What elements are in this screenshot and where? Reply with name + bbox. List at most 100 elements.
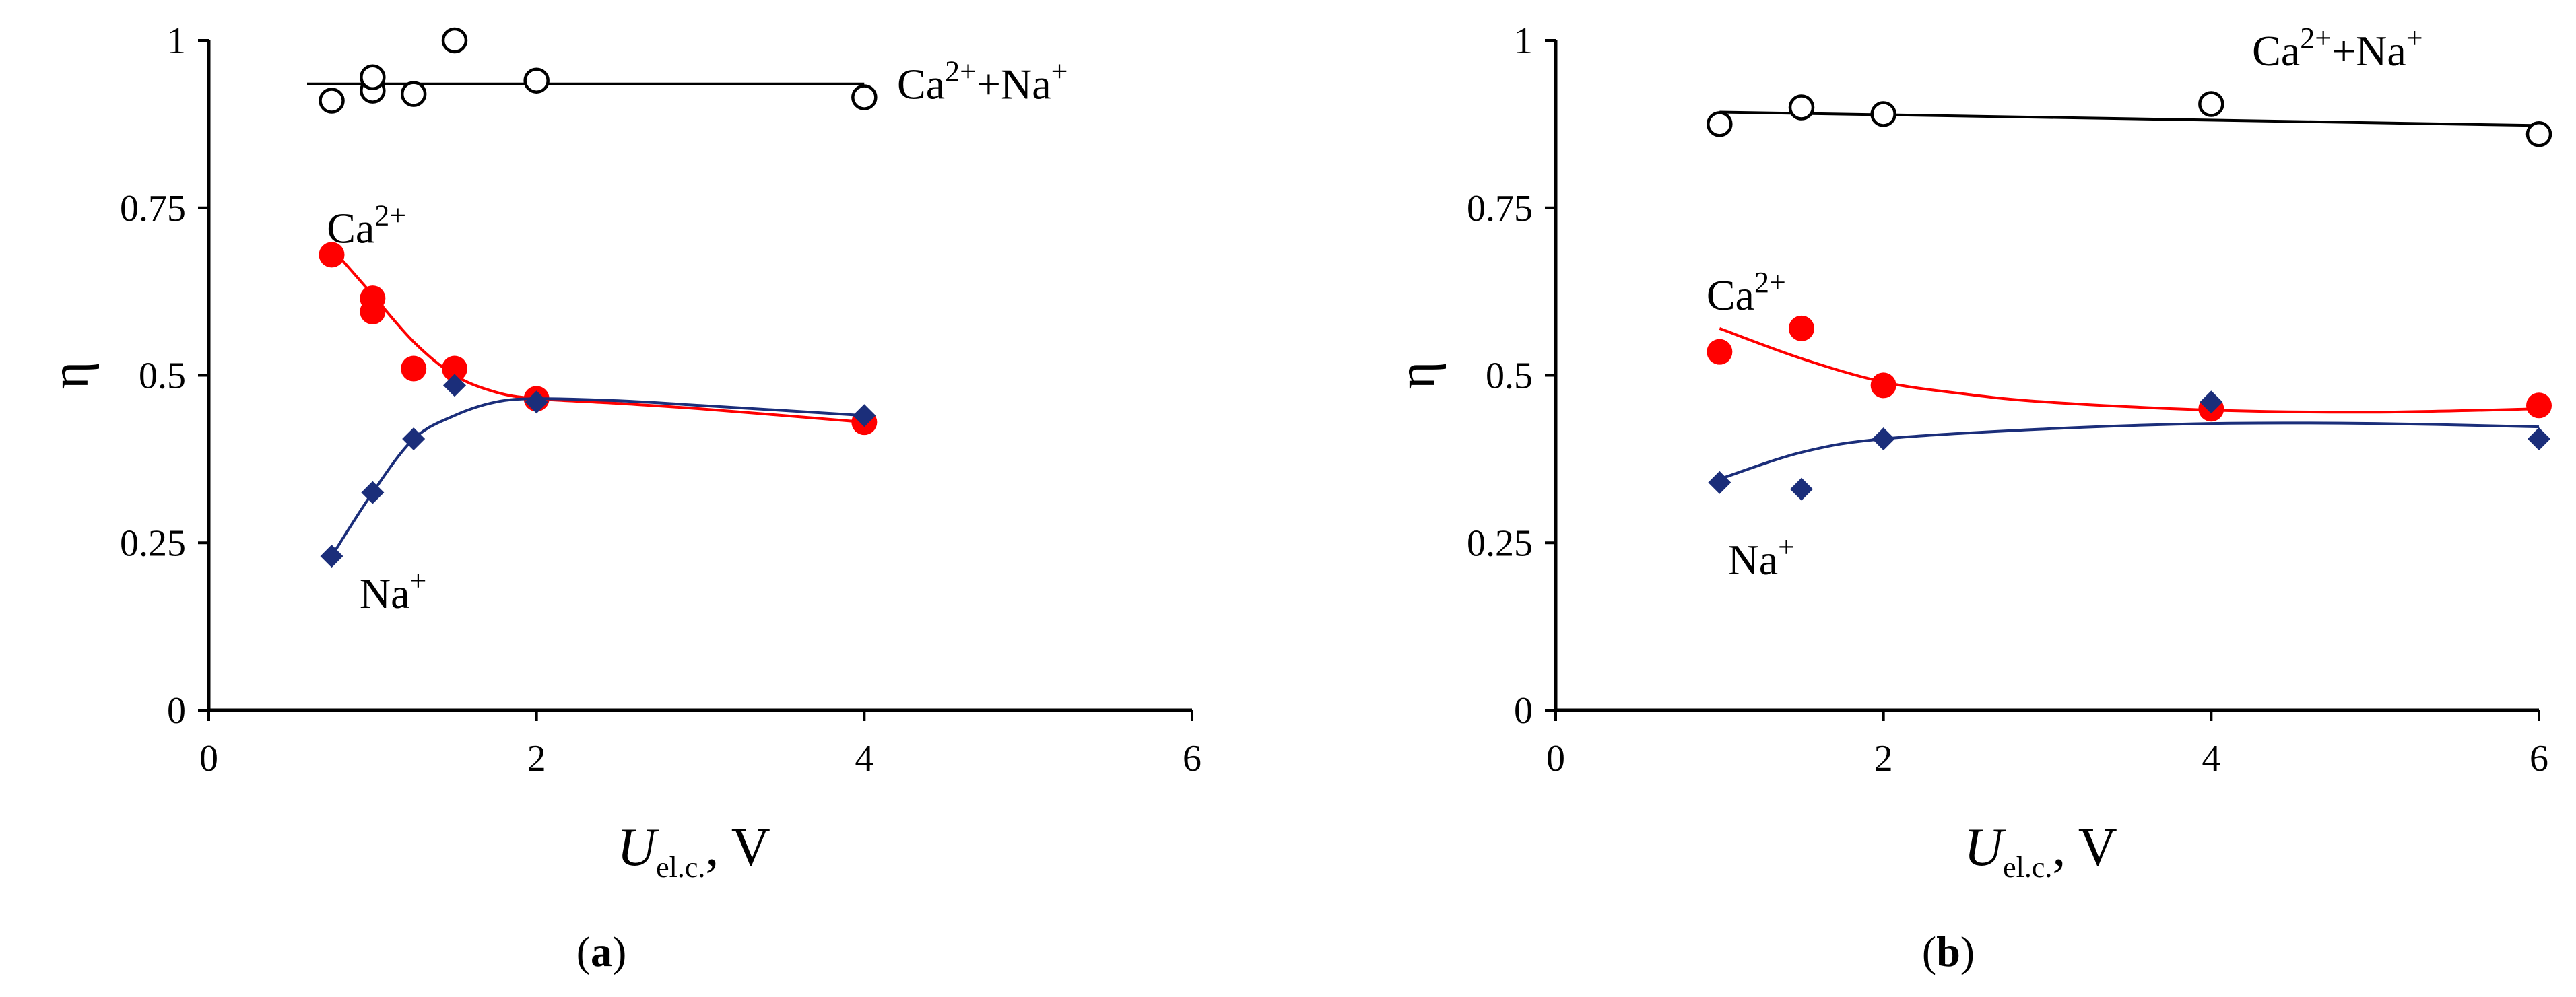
data-point [320, 545, 343, 568]
series-trend-line [1719, 421, 2540, 481]
data-point [442, 355, 467, 382]
data-point [2526, 392, 2552, 419]
series-label-rest: +Na [2332, 27, 2406, 75]
series-label-main: Na [360, 570, 410, 617]
series-group [1707, 91, 2552, 147]
data-point [853, 404, 876, 427]
x-tick-label: 4 [855, 738, 873, 780]
series-label: Na+ [360, 564, 426, 617]
series-label-rest: +Na [977, 61, 1051, 108]
panel-label-close: ) [1960, 928, 1975, 975]
series-label-superscript: + [1778, 530, 1795, 563]
x-tick-label: 2 [1874, 738, 1893, 780]
data-point [360, 298, 386, 324]
series-label-main: Na [1728, 536, 1779, 584]
data-point [1790, 477, 1813, 501]
data-point [2525, 121, 2552, 147]
series-label-superscript: 2+ [2300, 22, 2332, 55]
data-point [2528, 427, 2550, 451]
x-axis-label-subscript: el.c. [656, 851, 705, 884]
series-trend-line [1719, 110, 2540, 127]
y-tick-label: 1 [167, 20, 186, 62]
x-tick-label: 4 [2202, 738, 2220, 780]
data-point [360, 64, 386, 90]
panel-label-letter: a [591, 928, 612, 975]
series-trend-line [330, 397, 865, 557]
series-label-main: Ca [2252, 27, 2300, 75]
data-point [1707, 111, 1733, 137]
data-point [851, 84, 878, 110]
series-label-main: Ca [1707, 271, 1754, 319]
panel-label: (b) [1922, 928, 1975, 975]
data-point [2200, 390, 2223, 414]
series-trend-line [330, 247, 865, 424]
series-group [1708, 390, 2550, 501]
y-tick-label: 0 [1514, 690, 1533, 732]
data-point [1870, 101, 1896, 127]
data-point [441, 27, 468, 54]
series-group [320, 374, 876, 568]
data-point [443, 374, 466, 397]
y-tick-label: 1 [1514, 20, 1533, 62]
y-tick-label: 0.75 [1467, 188, 1533, 230]
data-point [2198, 91, 2224, 117]
data-point [361, 481, 385, 504]
data-point [319, 88, 345, 114]
panel-label-open: ( [576, 928, 591, 975]
series-label-superscript: + [409, 564, 426, 597]
panel-label-letter: b [1936, 928, 1960, 975]
series-label-superscript: + [1051, 55, 1068, 88]
y-axis-label: η [40, 362, 100, 390]
data-point [1870, 372, 1896, 399]
y-tick-label: 0.25 [1467, 522, 1533, 564]
data-point [1708, 471, 1731, 494]
y-axis-label: η [1387, 362, 1447, 390]
series-group [1707, 315, 2552, 422]
x-tick-label: 2 [527, 738, 546, 780]
series-group [319, 242, 878, 436]
x-tick-label: 0 [199, 738, 218, 780]
data-point [1788, 94, 1815, 121]
x-axis-label-main: U [617, 818, 659, 877]
series-label-superscript: 2+ [945, 55, 977, 88]
data-point [525, 390, 548, 414]
series-label: Ca2+ [1707, 266, 1786, 319]
x-tick-label: 6 [2530, 738, 2548, 780]
data-point [400, 81, 427, 107]
panel-label-open: ( [1922, 928, 1936, 975]
series-trend-line [1719, 327, 2540, 414]
y-tick-label: 0.25 [120, 522, 186, 564]
y-tick-label: 0.5 [1486, 355, 1533, 397]
series-label-superscript: 2+ [374, 199, 406, 232]
panel-label: (a) [576, 928, 627, 975]
x-tick-label: 0 [1546, 738, 1565, 780]
x-axis-label-main: U [1964, 818, 2006, 877]
series-label-superscript: + [2406, 22, 2423, 55]
series-label: Ca2++Na+ [897, 55, 1067, 108]
y-tick-label: 0 [167, 690, 186, 732]
x-tick-label: 6 [1183, 738, 1201, 780]
data-point [1872, 427, 1895, 451]
x-axis-label-unit: , V [705, 818, 770, 877]
x-axis-label-subscript: el.c. [2003, 851, 2052, 884]
series-group [307, 27, 878, 114]
series-label: Ca2+ [327, 199, 406, 252]
series-label: Na+ [1728, 530, 1795, 584]
series-label: Ca2++Na+ [2252, 22, 2422, 75]
panel-label-close: ) [612, 928, 626, 975]
x-axis-label-unit: , V [2052, 818, 2117, 877]
x-axis-label: Uel.c., V [1964, 818, 2117, 884]
y-tick-label: 0.75 [120, 188, 186, 230]
data-point [1789, 315, 1814, 341]
data-point [319, 242, 345, 268]
y-tick-label: 0.5 [139, 355, 186, 397]
series-label-superscript: 2+ [1754, 266, 1786, 299]
data-point [1707, 339, 1733, 365]
x-axis-label: Uel.c., V [617, 818, 770, 884]
data-point [523, 67, 550, 94]
data-point [402, 427, 426, 451]
